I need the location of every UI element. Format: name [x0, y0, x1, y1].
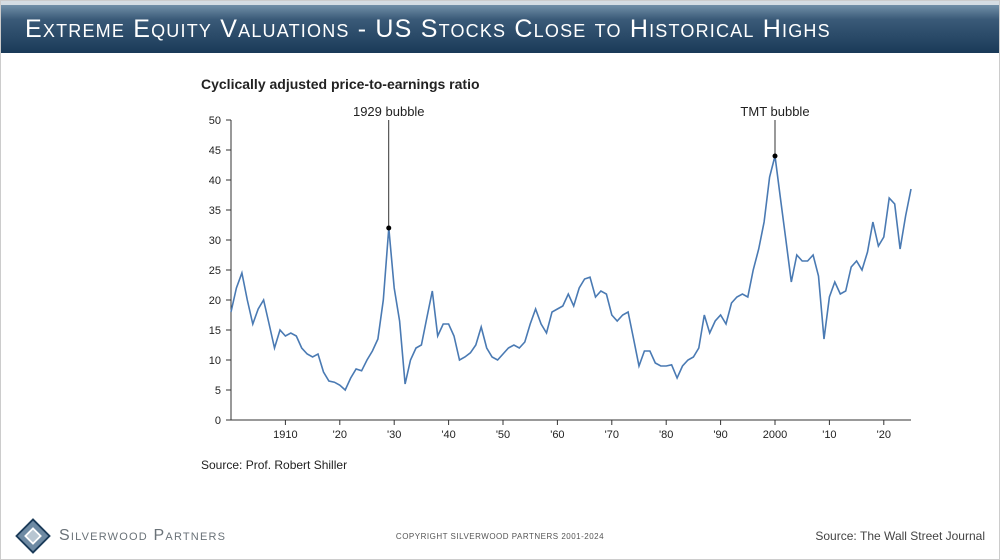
- chart-source: Source: Prof. Robert Shiller: [201, 458, 921, 472]
- chart-area: Cyclically adjusted price-to-earnings ra…: [61, 76, 921, 476]
- copyright: COPYRIGHT SILVERWOOD PARTNERS 2001-2024: [396, 532, 604, 541]
- svg-text:45: 45: [209, 145, 221, 157]
- svg-text:1929 bubble: 1929 bubble: [353, 104, 425, 119]
- svg-text:35: 35: [209, 205, 221, 217]
- logo-icon: [15, 518, 51, 554]
- svg-text:'30: '30: [387, 429, 401, 441]
- title-bar: Extreme Equity Valuations - US Stocks Cl…: [1, 1, 999, 53]
- svg-text:15: 15: [209, 325, 221, 337]
- svg-text:25: 25: [209, 265, 221, 277]
- svg-text:1910: 1910: [273, 429, 297, 441]
- svg-text:10: 10: [209, 355, 221, 367]
- logo: Silverwood Partners: [15, 518, 226, 554]
- svg-text:0: 0: [215, 415, 221, 427]
- svg-text:'50: '50: [496, 429, 510, 441]
- footer: Silverwood Partners COPYRIGHT SILVERWOOD…: [1, 513, 999, 559]
- cape-line-chart: 0 5 10 15 20 25 30 35 40 45 50 1910 '20 '30 '40 '50 '60 '…: [61, 100, 921, 450]
- slide: Extreme Equity Valuations - US Stocks Cl…: [0, 0, 1000, 560]
- source-right: Source: The Wall Street Journal: [815, 529, 985, 543]
- svg-text:'70: '70: [605, 429, 619, 441]
- svg-text:'80: '80: [659, 429, 673, 441]
- logo-text: Silverwood Partners: [59, 527, 226, 545]
- source-prefix: Source:: [815, 529, 856, 543]
- svg-text:20: 20: [209, 295, 221, 307]
- svg-text:'60: '60: [550, 429, 564, 441]
- svg-text:40: 40: [209, 175, 221, 187]
- svg-text:50: 50: [209, 115, 221, 127]
- source-name: The Wall Street Journal: [860, 529, 985, 543]
- svg-text:5: 5: [215, 385, 221, 397]
- svg-text:30: 30: [209, 235, 221, 247]
- svg-text:'10: '10: [822, 429, 836, 441]
- slide-title: Extreme Equity Valuations - US Stocks Cl…: [25, 15, 831, 44]
- chart-title: Cyclically adjusted price-to-earnings ra…: [201, 76, 921, 92]
- svg-text:2000: 2000: [763, 429, 787, 441]
- svg-text:'20: '20: [333, 429, 347, 441]
- svg-text:'90: '90: [713, 429, 727, 441]
- svg-text:'20: '20: [877, 429, 891, 441]
- svg-text:TMT bubble: TMT bubble: [740, 104, 809, 119]
- svg-text:'40: '40: [441, 429, 455, 441]
